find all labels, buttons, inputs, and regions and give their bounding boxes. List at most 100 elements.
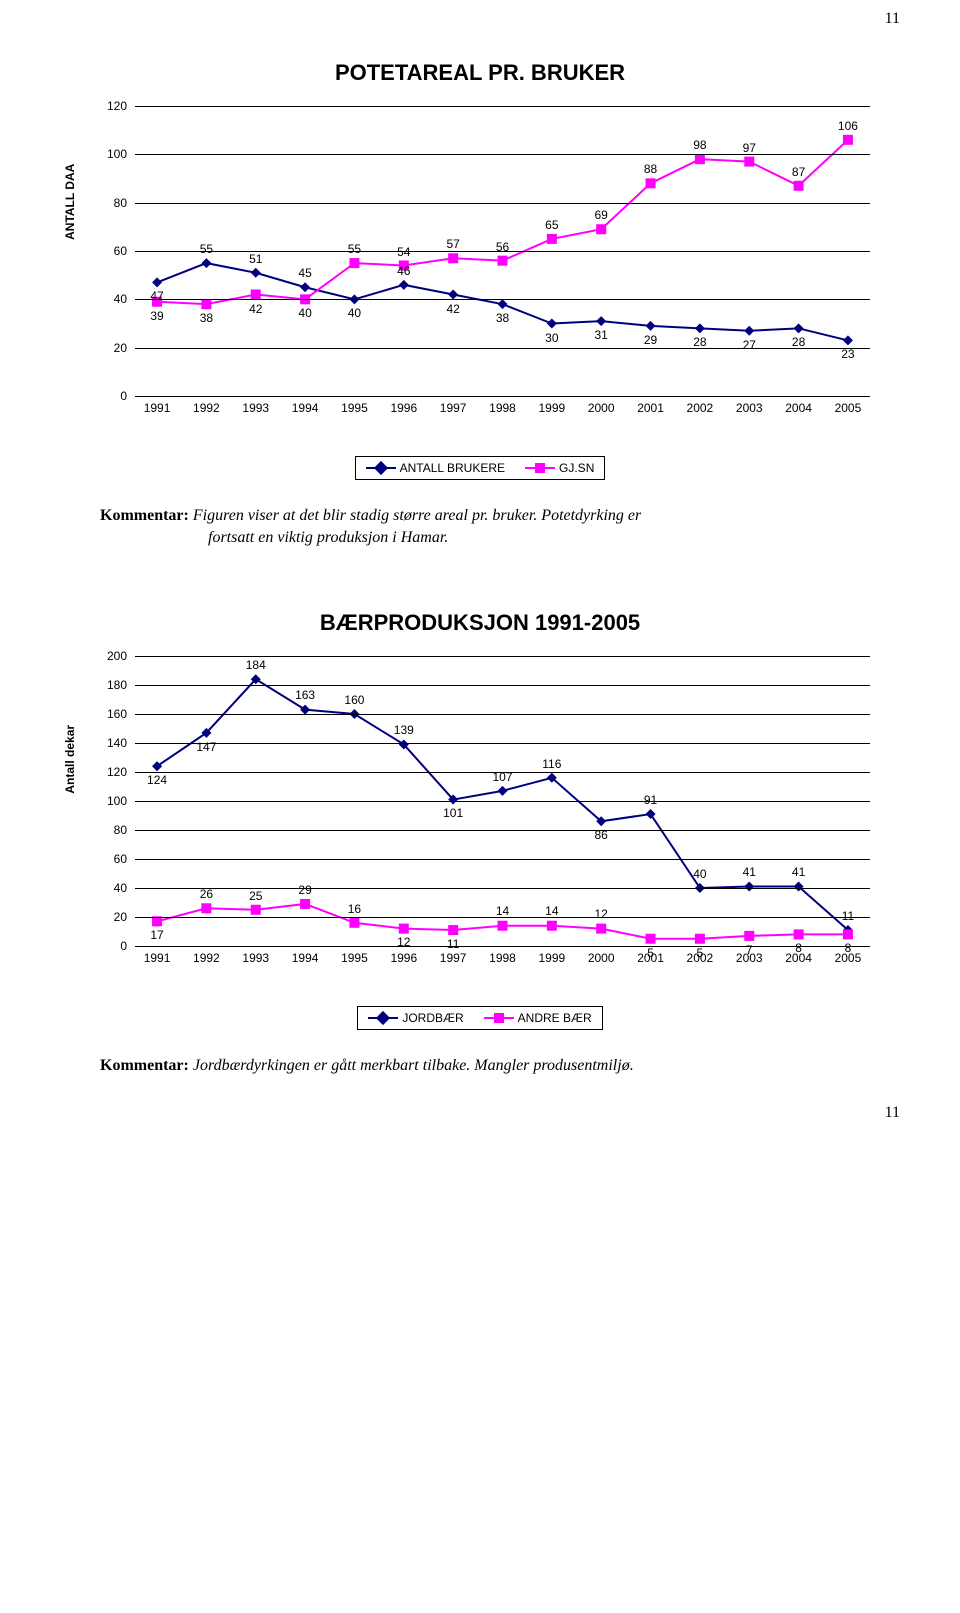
- data-label: 98: [693, 138, 706, 152]
- xtick-label: 1996: [390, 401, 417, 415]
- ytick-label: 20: [114, 910, 127, 924]
- xtick-label: 1994: [292, 951, 319, 965]
- data-label: 5: [647, 946, 654, 960]
- document-page: 11 POTETAREAL PR. BRUKER ANTALL DAA 0204…: [0, 0, 960, 1132]
- data-label: 5: [697, 946, 704, 960]
- legend-item: JORDBÆR: [368, 1011, 463, 1025]
- chart1-ylabel: ANTALL DAA: [63, 164, 77, 240]
- data-label: 30: [545, 331, 558, 345]
- data-label: 116: [542, 757, 561, 771]
- xtick-label: 1994: [292, 401, 319, 415]
- data-label: 14: [496, 904, 509, 918]
- data-label: 57: [446, 237, 459, 251]
- data-label: 184: [246, 658, 266, 672]
- chart1-legend: ANTALL BRUKERE GJ.SN: [355, 456, 606, 480]
- data-label: 7: [746, 943, 753, 957]
- data-label: 139: [394, 723, 414, 737]
- data-label: 101: [443, 806, 463, 820]
- data-label: 51: [249, 252, 262, 266]
- comment1: Kommentar: Figuren viser at det blir sta…: [100, 505, 860, 550]
- data-label: 38: [496, 311, 509, 325]
- page-number-top: 11: [885, 10, 900, 28]
- legend-item: ANDRE BÆR: [484, 1011, 592, 1025]
- legend-label: ANTALL BRUKERE: [400, 461, 505, 475]
- chart1-area: ANTALL DAA 02040608010012019911992199319…: [80, 96, 880, 446]
- xtick-label: 2003: [736, 401, 763, 415]
- xtick-label: 2004: [785, 401, 812, 415]
- xtick-label: 1991: [144, 951, 171, 965]
- chart1-plot: 0204060801001201991199219931994199519961…: [135, 106, 870, 396]
- data-label: 55: [200, 242, 213, 256]
- ytick-label: 60: [114, 244, 127, 258]
- xtick-label: 2001: [637, 401, 664, 415]
- xtick-label: 2005: [835, 401, 862, 415]
- data-label: 16: [348, 902, 361, 916]
- data-label: 55: [348, 242, 361, 256]
- ytick-label: 200: [107, 649, 127, 663]
- ytick-label: 120: [107, 99, 127, 113]
- legend-item: GJ.SN: [525, 461, 594, 475]
- data-label: 27: [743, 338, 756, 352]
- xtick-label: 1996: [390, 951, 417, 965]
- data-label: 40: [693, 867, 706, 881]
- data-label: 29: [298, 883, 311, 897]
- chart2-plot: 0204060801001201401601802001991199219931…: [135, 656, 870, 946]
- ytick-label: 100: [107, 147, 127, 161]
- data-label: 106: [838, 119, 858, 133]
- data-label: 29: [644, 333, 657, 347]
- comment2-t1: Jordbærdyrkingen er gått merkbart tilbak…: [193, 1057, 634, 1074]
- data-label: 163: [295, 688, 315, 702]
- xtick-label: 1992: [193, 401, 220, 415]
- chart1-title: POTETAREAL PR. BRUKER: [60, 60, 900, 86]
- ytick-label: 20: [114, 341, 127, 355]
- data-label: 12: [595, 907, 608, 921]
- ytick-label: 100: [107, 794, 127, 808]
- data-label: 107: [492, 770, 512, 784]
- data-label: 88: [644, 162, 657, 176]
- comment1-t1: Figuren viser at det blir stadig større …: [193, 507, 641, 524]
- data-label: 26: [200, 887, 213, 901]
- data-label: 8: [795, 941, 802, 955]
- xtick-label: 1995: [341, 401, 368, 415]
- page-number-bottom: 11: [885, 1104, 900, 1122]
- xtick-label: 1993: [242, 951, 269, 965]
- data-label: 42: [249, 302, 262, 316]
- ytick-label: 40: [114, 881, 127, 895]
- data-label: 47: [150, 289, 163, 303]
- ytick-label: 80: [114, 823, 127, 837]
- xtick-label: 1997: [440, 951, 467, 965]
- chart2-legend: JORDBÆR ANDRE BÆR: [357, 1006, 602, 1030]
- data-label: 87: [792, 165, 805, 179]
- xtick-label: 1995: [341, 951, 368, 965]
- xtick-label: 1998: [489, 401, 516, 415]
- data-label: 46: [397, 264, 410, 278]
- data-label: 12: [397, 935, 410, 949]
- comment1-t2: fortsatt en viktig produksjon i Hamar.: [100, 527, 860, 549]
- data-label: 86: [595, 828, 608, 842]
- data-label: 40: [298, 306, 311, 320]
- data-label: 11: [842, 909, 854, 923]
- data-label: 160: [344, 693, 364, 707]
- data-label: 42: [446, 302, 459, 316]
- xtick-label: 2002: [687, 401, 714, 415]
- data-label: 28: [693, 335, 706, 349]
- ytick-label: 0: [120, 389, 127, 403]
- data-label: 41: [792, 865, 805, 879]
- xtick-label: 1992: [193, 951, 220, 965]
- data-label: 124: [147, 773, 167, 787]
- data-label: 65: [545, 218, 558, 232]
- data-label: 8: [845, 941, 852, 955]
- xtick-label: 1999: [538, 401, 565, 415]
- data-label: 147: [196, 740, 216, 754]
- ytick-label: 120: [107, 765, 127, 779]
- ytick-label: 180: [107, 678, 127, 692]
- data-label: 39: [150, 309, 163, 323]
- data-label: 28: [792, 335, 805, 349]
- ytick-label: 40: [114, 292, 127, 306]
- legend-item: ANTALL BRUKERE: [366, 461, 505, 475]
- xtick-label: 2000: [588, 401, 615, 415]
- legend-label: GJ.SN: [559, 461, 594, 475]
- ytick-label: 60: [114, 852, 127, 866]
- ytick-label: 80: [114, 196, 127, 210]
- chart2-ylabel: Antall dekar: [63, 725, 77, 794]
